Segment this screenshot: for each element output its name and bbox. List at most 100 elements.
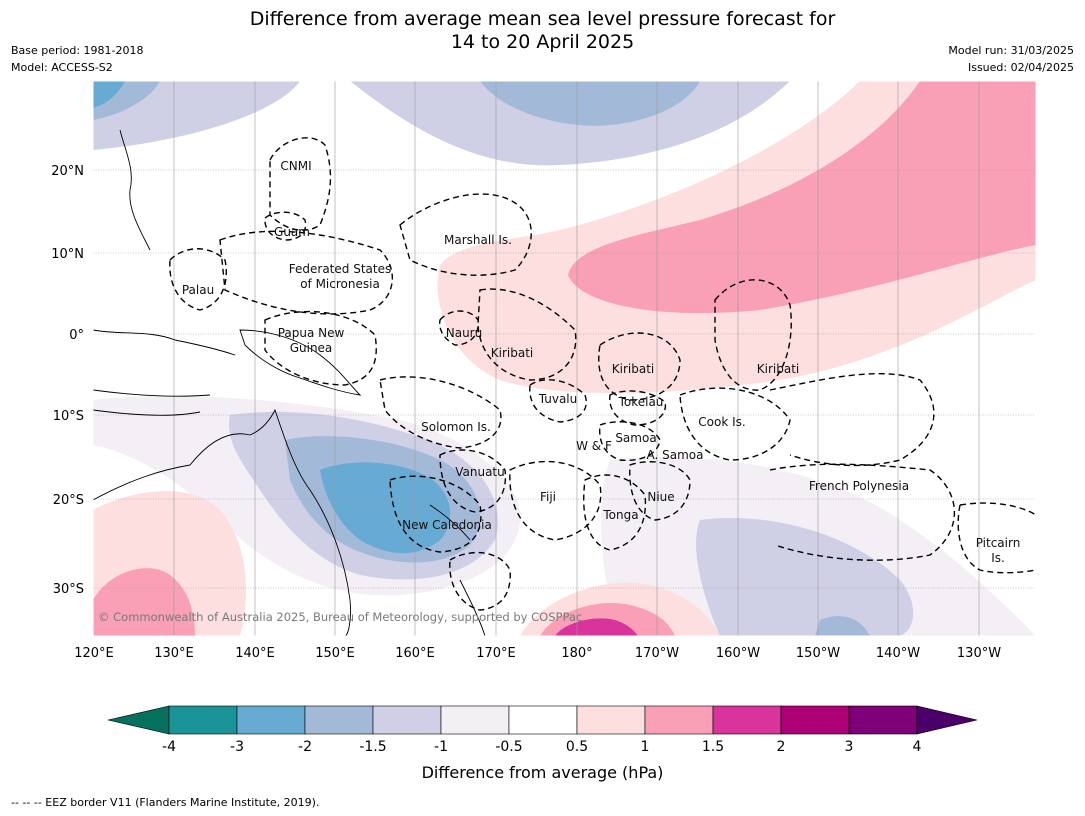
label-tuvalu: Tuvalu: [538, 392, 578, 406]
anomaly-neg-nw-strong: [93, 81, 125, 108]
lon-label: 140°W: [876, 646, 920, 661]
eez-fsm: [219, 230, 394, 315]
lat-label: 10°N: [51, 247, 84, 262]
lat-label: 10°S: [53, 409, 84, 424]
label-cook: Cook Is.: [698, 415, 745, 429]
colorbar-tick-labels: -4 -3 -2 -1.5 -1 -0.5 0.5 1 1.5 2 3 4: [162, 739, 922, 755]
colorbar-tick-label: -1.5: [359, 739, 386, 755]
lon-axis-labels: 120°E 130°E 140°E 150°E 160°E 170°E 180°…: [74, 646, 1001, 661]
label-pitcairn-1: Pitcairn: [976, 536, 1021, 550]
label-fsm-1: Federated States: [289, 262, 391, 276]
label-samoa: Samoa: [615, 431, 656, 445]
colorbar-tick-label: 2: [777, 739, 786, 755]
colorbar-tick-label: 4: [913, 739, 922, 755]
anomaly-pos-southwest-core: [93, 568, 195, 636]
eez-palau: [169, 248, 227, 311]
colorbar-segment: [780, 705, 850, 735]
colorbar-segment: [168, 705, 238, 735]
new-caledonia-coast: [429, 504, 471, 541]
eez-borders: [169, 137, 1036, 611]
new-zealand-coast: [459, 579, 486, 636]
label-nauru: Nauru: [446, 326, 482, 340]
colorbar-segment: [644, 705, 714, 735]
colorbar-tick-label: -4: [162, 739, 176, 755]
eez-vanuatu: [439, 449, 507, 513]
eez-nauru: [438, 310, 479, 346]
lat-label: 0°: [69, 328, 84, 343]
lat-label: 30°S: [53, 582, 84, 597]
anomaly-neg-southeast-core: [815, 616, 870, 636]
colorbar-segment: [848, 705, 918, 735]
meridians: [173, 81, 980, 636]
lon-label: 120°E: [74, 646, 114, 661]
eez-fiji: [509, 460, 602, 541]
anomaly-neg-north-core: [480, 81, 700, 126]
eez-guam: [264, 211, 307, 241]
eez-new-caledonia: [389, 475, 482, 553]
eez-cnmi: [269, 137, 332, 231]
model-name: Model: ACCESS-S2: [11, 61, 113, 74]
colorbar-tick-label: 0.5: [566, 739, 588, 755]
meta-left: Base period: 1981-2018 Model: ACCESS-S2: [11, 42, 143, 76]
label-fiji: Fiji: [540, 490, 556, 504]
label-tonga: Tonga: [602, 508, 638, 522]
lon-label: 150°W: [796, 646, 840, 661]
label-guam: Guam: [274, 225, 310, 239]
colorbar-segment: [304, 705, 374, 735]
colorbar-segment: [372, 705, 442, 735]
eez-png: [264, 310, 377, 386]
eez-tokelau: [609, 390, 667, 426]
colorbar-tick-label: 1.5: [702, 739, 724, 755]
lon-label: 130°E: [154, 646, 194, 661]
model-run: Model run: 31/03/2025: [948, 44, 1074, 57]
label-kiribati-east: Kiribati: [757, 362, 799, 376]
meta-right: Model run: 31/03/2025 Issued: 02/04/2025: [948, 42, 1074, 76]
lon-label: 150°E: [315, 646, 355, 661]
lon-label: 170°W: [635, 646, 679, 661]
colorbar-tick-label: -2: [298, 739, 312, 755]
gridlines: [93, 169, 1036, 589]
label-niue: Niue: [647, 490, 674, 504]
label-marshall: Marshall Is.: [444, 233, 512, 247]
map-frame: [92, 80, 1037, 637]
eez-marshall: [399, 193, 532, 276]
colorbar-segment: [440, 705, 510, 735]
lon-label: 180°: [561, 646, 592, 661]
label-cnmi: CNMI: [280, 159, 311, 173]
eez-french-polynesia: [769, 372, 956, 561]
map-title-period: 14 to 20 April 2025: [450, 31, 635, 53]
label-palau: Palau: [182, 283, 214, 297]
eez-kiribati-central: [598, 332, 681, 401]
indonesia-coast: [93, 329, 236, 416]
colorbar-tick-label: 1: [641, 739, 650, 755]
eez-pitcairn: [957, 502, 1036, 574]
map-title: Difference from average mean sea level p…: [249, 8, 836, 30]
lon-label: 130°W: [957, 646, 1001, 661]
eez-samoa: [598, 421, 661, 462]
coastlines: [93, 129, 486, 636]
label-wf: W & F: [576, 439, 612, 453]
label-pitcairn-2: Is.: [991, 551, 1005, 565]
lat-label: 20°S: [53, 493, 84, 508]
label-tokelau: Tokelau: [618, 395, 664, 409]
lon-label: 160°W: [716, 646, 760, 661]
colorbar-segment: [236, 705, 306, 735]
label-png-2: Guinea: [290, 341, 333, 355]
colorbar-segment: [576, 705, 646, 735]
lon-label: 160°E: [395, 646, 435, 661]
anomaly-pos-central-core: [568, 81, 1036, 314]
base-period: Base period: 1981-2018: [11, 44, 144, 57]
issued-date: Issued: 02/04/2025: [967, 61, 1074, 74]
australia-coast: [93, 408, 351, 636]
lon-label: 140°E: [235, 646, 275, 661]
label-french-polynesia: French Polynesia: [809, 479, 909, 493]
colorbar-label: Difference from average (hPa): [421, 763, 664, 782]
label-kiribati-west: Kiribati: [491, 346, 533, 360]
anomaly-neg-southeast-mid: [696, 518, 914, 636]
colorbar-tick-label: -3: [230, 739, 244, 755]
colorbar-under-triangle: [107, 705, 170, 735]
copyright-notice: © Commonwealth of Australia 2025, Bureau…: [98, 610, 582, 624]
label-png-1: Papua New: [278, 326, 345, 340]
label-asamoa: A. Samoa: [647, 448, 704, 462]
